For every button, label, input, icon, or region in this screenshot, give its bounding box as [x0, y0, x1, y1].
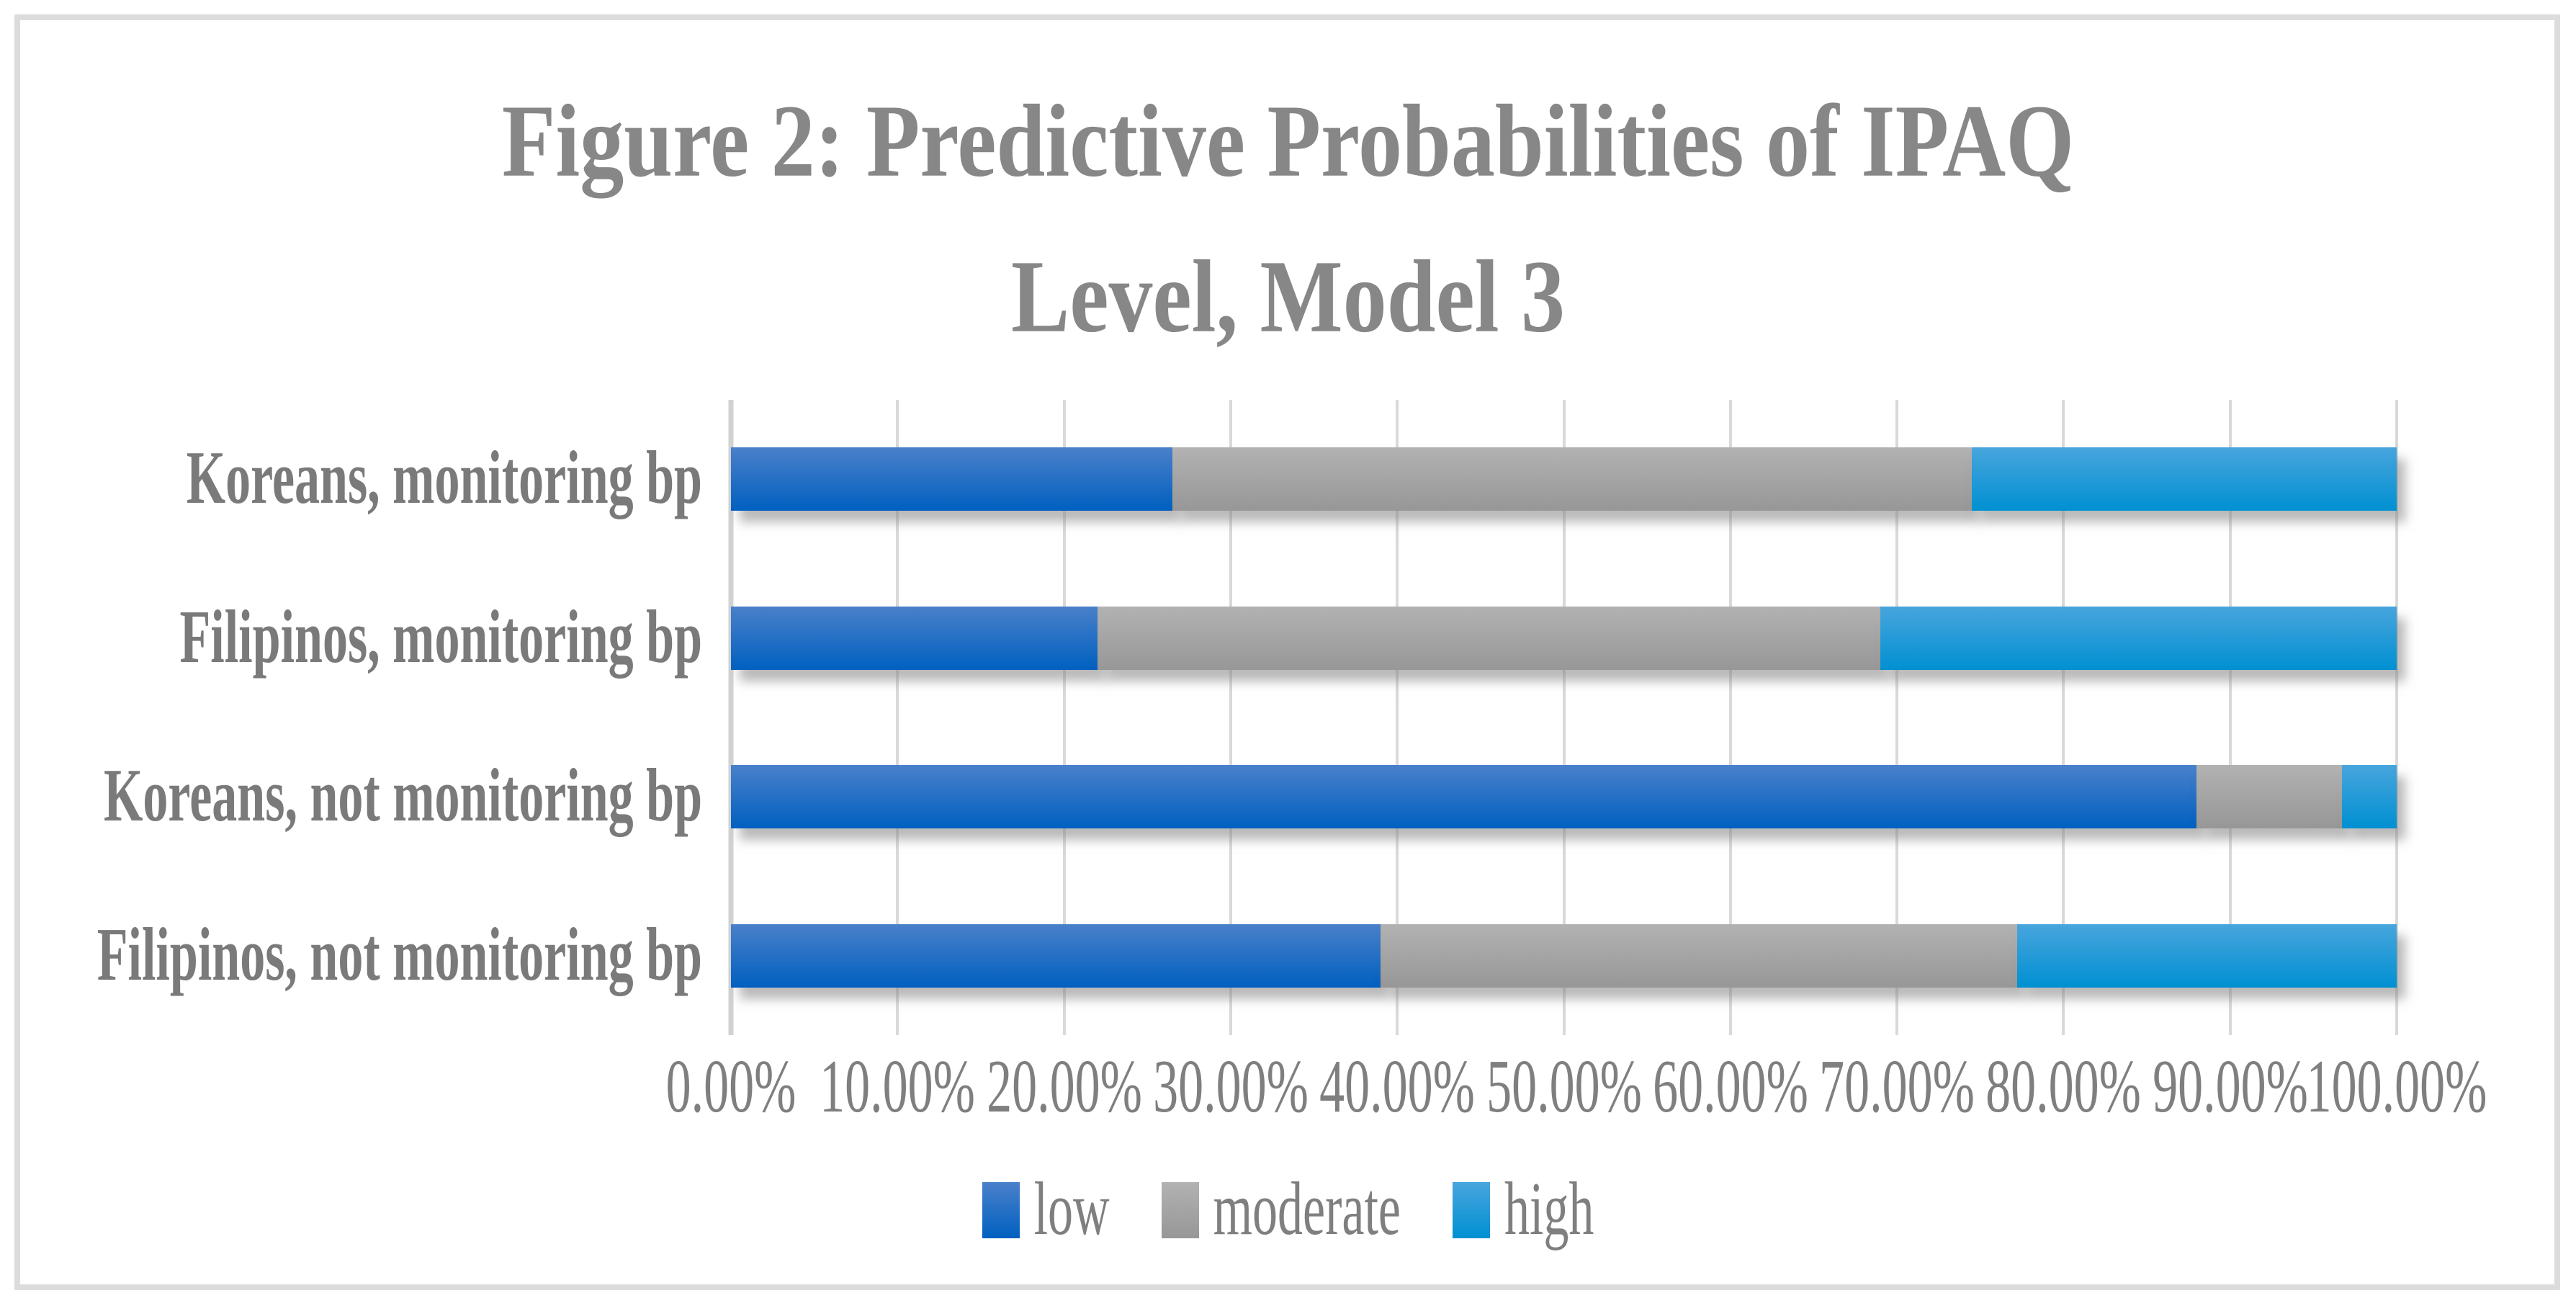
gridline [1062, 400, 1066, 1035]
bar-row [731, 924, 2397, 988]
legend-label: moderate [1213, 1168, 1401, 1251]
bar-segment-high [1972, 447, 2397, 511]
x-tick-label: 100.00% [2306, 1045, 2487, 1130]
category-label: Koreans, not monitoring bp [103, 754, 702, 838]
bar-segment-high [2341, 765, 2397, 828]
bar-segment-moderate [1381, 924, 2017, 988]
x-tick-label: 10.00% [820, 1045, 975, 1130]
bar-segment-moderate [1172, 447, 1973, 511]
gridline [1396, 400, 1399, 1035]
x-tick-label: 60.00% [1653, 1045, 1808, 1130]
x-tick-label: 70.00% [1819, 1045, 1975, 1130]
category-label: Koreans, monitoring bp [186, 437, 702, 521]
bar-row [731, 765, 2397, 828]
legend-swatch-moderate-icon [1161, 1182, 1199, 1238]
x-tick-label: 30.00% [1153, 1045, 1309, 1130]
chart-title-line1: Figure 2: Predictive Probabilities of IP… [501, 84, 2075, 199]
x-tick-label: 90.00% [2153, 1045, 2308, 1130]
legend-item-high: high [1452, 1168, 1594, 1251]
x-tick-label: 0.00% [665, 1045, 796, 1130]
gridline [1895, 400, 1899, 1035]
bar-row [731, 447, 2397, 511]
bar-segment-low [731, 607, 1098, 670]
y-axis-line [728, 400, 734, 1035]
category-label: Filipinos, monitoring bp [179, 596, 702, 680]
gridline [1229, 400, 1232, 1035]
bar-segment-high [2016, 924, 2397, 988]
chart-title-line2: Level, Model 3 [1010, 239, 1566, 354]
bar-segment-moderate [2196, 765, 2342, 828]
legend: low moderate high [0, 1151, 2576, 1270]
gridline [2228, 400, 2232, 1035]
bar-segment-low [731, 447, 1172, 511]
gridline [2062, 400, 2065, 1035]
x-tick-label: 50.00% [1486, 1045, 1642, 1130]
category-label: Filipinos, not monitoring bp [97, 913, 702, 998]
legend-item-low: low [982, 1168, 1110, 1251]
x-tick-label: 20.00% [987, 1045, 1142, 1130]
x-tick-label: 40.00% [1319, 1045, 1475, 1130]
bar-segment-low [731, 924, 1381, 988]
legend-swatch-high-icon [1452, 1182, 1490, 1238]
gridline [2395, 400, 2398, 1035]
legend-label: high [1504, 1168, 1594, 1251]
bar-segment-low [731, 765, 2197, 828]
legend-label: low [1033, 1168, 1110, 1251]
legend-item-moderate: moderate [1161, 1168, 1401, 1251]
legend-swatch-low-icon [982, 1182, 1020, 1238]
gridline [1728, 400, 1732, 1035]
x-tick-label: 80.00% [1985, 1045, 2141, 1130]
bar-segment-high [1880, 607, 2397, 670]
plot-area [728, 400, 2398, 1035]
gridline [896, 400, 899, 1035]
bar-segment-moderate [1097, 607, 1880, 670]
gridline [1562, 400, 1566, 1035]
chart-title: Figure 2: Predictive Probabilities of IP… [0, 63, 2576, 375]
bar-row [731, 607, 2397, 670]
